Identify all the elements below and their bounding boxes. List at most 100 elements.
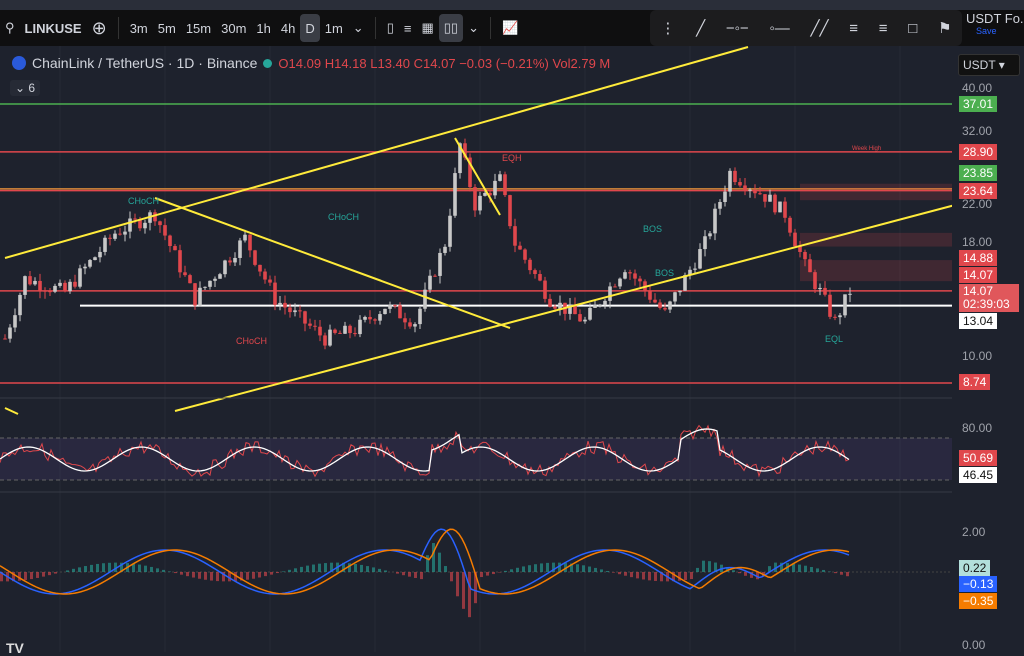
macd-histogram-bar	[684, 572, 687, 580]
symbol-search[interactable]: ⚲LINKUSE	[0, 14, 87, 42]
add-symbol-button[interactable]: ⊕	[87, 14, 112, 42]
macd-signal-label: −0.35	[959, 593, 997, 609]
candle-body	[763, 194, 767, 202]
macd-histogram-bar	[318, 564, 321, 572]
drag-handle-icon[interactable]: ⋮	[660, 19, 675, 37]
candle-body	[98, 252, 102, 257]
macd-histogram-bar	[432, 543, 435, 572]
candle-body	[473, 187, 477, 210]
macd-histogram-bar	[138, 565, 141, 572]
candle-body	[528, 260, 532, 270]
candle-body	[823, 288, 827, 295]
candle-body	[208, 281, 212, 287]
price-axis[interactable]: 40.00 32.00 22.00 18.00 10.00 80.00 2.00…	[952, 46, 1024, 652]
candle-body	[833, 317, 837, 318]
macd-histogram-bar	[600, 569, 603, 572]
candle-body	[248, 235, 252, 251]
close-value: C14.07	[414, 56, 456, 71]
horizontal-ray-icon[interactable]: −◦−	[726, 20, 749, 37]
candle-body	[198, 288, 202, 306]
macd-histogram-bar	[324, 563, 327, 572]
candle-body	[828, 295, 832, 317]
interval-3m[interactable]: 3m	[125, 14, 153, 42]
trend-line-icon[interactable]: ╱	[696, 19, 705, 37]
fib-retracement-icon[interactable]: ≡	[849, 20, 858, 37]
flag-icon[interactable]: ⚑	[938, 19, 951, 37]
divider	[375, 17, 376, 39]
candle-body	[218, 274, 222, 279]
candle-body	[743, 185, 747, 190]
annotation-label: BOS	[643, 224, 662, 234]
candle-body	[13, 315, 17, 327]
rsi-tick-label: 80.00	[962, 421, 992, 435]
candle-body	[368, 317, 372, 319]
macd-histogram-bar	[90, 565, 93, 572]
macd-histogram-bar	[384, 570, 387, 572]
candle-body	[713, 209, 717, 234]
macd-histogram-bar	[354, 564, 357, 572]
candle-body	[608, 286, 612, 300]
candle-body	[603, 301, 607, 305]
bar-style-icon[interactable]: ▯	[382, 14, 399, 42]
interval-15m[interactable]: 15m	[181, 14, 216, 42]
interval-d[interactable]: D	[300, 14, 319, 42]
grid-icon[interactable]: ▦	[416, 14, 438, 42]
trend-line	[5, 408, 18, 414]
macd-histogram-bar	[636, 572, 639, 578]
annotation-label: CHoCH	[236, 336, 267, 346]
candle-body	[533, 270, 537, 274]
candle-body	[623, 272, 627, 278]
interval-5m[interactable]: 5m	[153, 14, 181, 42]
interval-30m[interactable]: 30m	[216, 14, 251, 42]
candle-body	[328, 330, 332, 346]
candle-body	[648, 290, 652, 299]
fib-extension-icon[interactable]: ≡	[879, 20, 888, 37]
candle-body	[768, 195, 772, 202]
macd-histogram-bar	[546, 563, 549, 572]
indicators-toggle[interactable]: ⌄ 6	[10, 80, 40, 96]
candle-body	[638, 279, 642, 282]
candle-body	[233, 258, 237, 262]
candle-body	[118, 234, 122, 235]
candle-body	[693, 269, 697, 270]
macd-histogram-bar	[804, 566, 807, 572]
macd-histogram-bar	[84, 566, 87, 572]
macd-histogram-bar	[396, 572, 399, 574]
macd-histogram-bar	[822, 570, 825, 572]
horizontal-line-icon[interactable]: ◦—	[769, 20, 789, 37]
candle-body	[143, 223, 147, 228]
macd-histogram-bar	[66, 570, 69, 572]
candle-body	[313, 326, 317, 327]
candle-body	[438, 253, 442, 276]
currency-save-block[interactable]: USDT Fo.Save	[966, 12, 1024, 38]
macd-histogram-bar	[606, 571, 609, 572]
candle-body	[78, 268, 82, 286]
rsi-band	[0, 438, 952, 480]
interval-1h[interactable]: 1h	[251, 14, 275, 42]
parallel-channel-icon[interactable]: ╱╱	[811, 19, 829, 37]
candle-body	[18, 295, 22, 315]
candle-body	[258, 265, 262, 272]
macd-histogram-bar	[618, 572, 621, 574]
rectangle-icon[interactable]: □	[908, 20, 917, 37]
interval-dropdown-chevron-icon[interactable]: ⌄	[348, 14, 369, 42]
macd-histogram-bar	[216, 572, 219, 581]
candle-body	[133, 219, 137, 220]
candles-icon[interactable]: ▯▯	[439, 14, 463, 42]
candle-body	[508, 195, 512, 226]
candle-body	[263, 272, 267, 280]
indicators-list-icon[interactable]: ≡	[399, 14, 417, 42]
candle-body	[373, 319, 377, 320]
candle-body	[403, 318, 407, 322]
save-button[interactable]: Save	[976, 25, 1024, 38]
interval-4h[interactable]: 4h	[276, 14, 300, 42]
macd-histogram-bar	[438, 553, 441, 572]
macd-histogram-bar	[846, 572, 849, 576]
macd-histogram-bar	[168, 571, 171, 572]
indicators-icon[interactable]: 📈	[497, 14, 523, 42]
candle-body	[673, 292, 677, 301]
interval-1m[interactable]: 1m	[320, 14, 348, 42]
chart-type-chevron-icon[interactable]: ⌄	[463, 14, 484, 42]
macd-histogram-bar	[534, 564, 537, 572]
